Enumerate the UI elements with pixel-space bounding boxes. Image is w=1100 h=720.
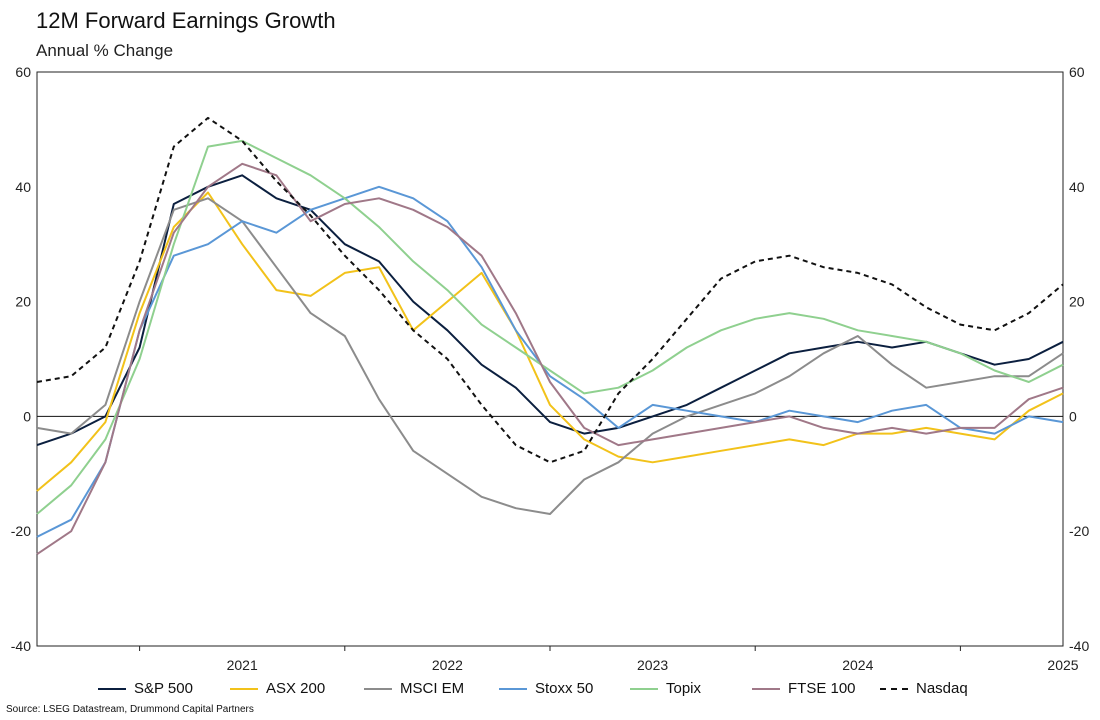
legend-label: Topix [666,680,702,697]
y-tick-label-right: -40 [1069,638,1089,654]
source-note: Source: LSEG Datastream, Drummond Capita… [6,704,254,715]
legend-swatch [98,687,126,690]
y-tick-label-left: 40 [15,179,31,195]
legend-swatch [752,687,780,690]
legend-item: MSCI EM [364,680,464,697]
legend-swatch [364,687,392,690]
y-tick-label-left: 60 [15,64,31,80]
legend-item: Nasdaq [880,680,968,697]
series-line-topix [36,139,1064,515]
y-tick-label-right: 0 [1069,408,1077,424]
x-tick-label: 2022 [432,657,463,673]
legend-label: FTSE 100 [788,680,856,697]
x-tick-label: 2025 [1047,657,1078,673]
series-line-ftse-100 [36,162,1064,556]
plot-area-border [36,71,1064,647]
y-tick-label-left: -20 [11,523,31,539]
y-tick-label-right: 60 [1069,64,1085,80]
x-tick-label: 2021 [227,657,258,673]
legend-label: ASX 200 [266,680,326,697]
series-line-stoxx-50 [36,185,1064,538]
y-tick-label-left: 20 [15,294,31,310]
legend-swatch [630,687,658,690]
chart-subtitle: Annual % Change [36,41,174,60]
legend-swatch [499,687,527,690]
legend-item: Topix [630,680,701,697]
chart-title: 12M Forward Earnings Growth [36,8,336,33]
legend-label: Nasdaq [916,680,968,697]
series-line-msci-em [36,197,1064,515]
y-tick-label-left: 0 [23,408,31,424]
legend-item: ASX 200 [230,680,325,697]
x-tick-label: 2024 [842,657,873,673]
y-tick-label-right: -20 [1069,523,1089,539]
legend-swatch [880,687,908,690]
legend-label: Stoxx 50 [535,680,594,697]
series-line-asx-200 [36,191,1064,492]
chart-legend: S&P 500 ASX 200 MSCI EM Stoxx 50 Topix FTSE 1… [0,680,1100,700]
series-line-nasdaq [36,116,1064,464]
legend-swatch [230,687,258,690]
legend-label: S&P 500 [134,680,193,697]
legend-label: MSCI EM [400,680,465,697]
legend-item: S&P 500 [98,680,193,697]
x-tick-label: 2023 [637,657,668,673]
legend-item: FTSE 100 [752,680,856,697]
y-tick-label-left: -40 [11,638,31,654]
y-tick-label-right: 20 [1069,294,1085,310]
y-tick-label-right: 40 [1069,179,1085,195]
legend-item: Stoxx 50 [499,680,593,697]
